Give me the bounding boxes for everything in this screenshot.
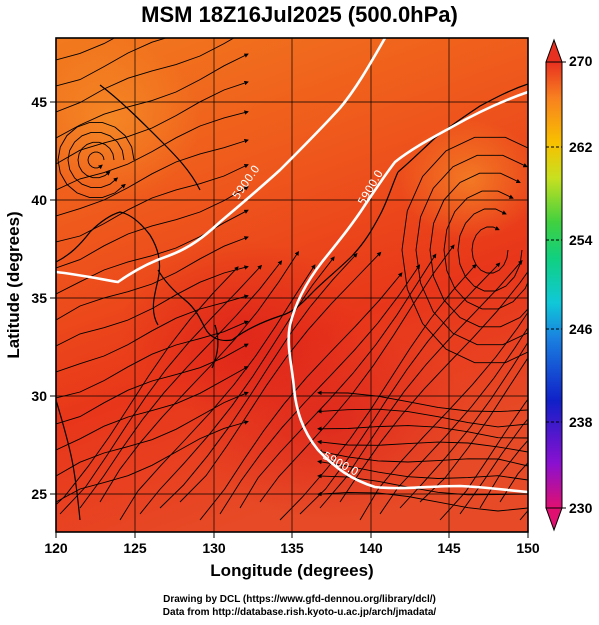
wind-streamline bbox=[457, 208, 523, 292]
wind-streamline bbox=[56, 343, 249, 425]
wind-streamline bbox=[56, 53, 249, 139]
colorbar-min-arrow bbox=[545, 507, 563, 532]
wind-streamline bbox=[429, 172, 528, 328]
y-axis bbox=[50, 101, 56, 495]
x-tick-label: 150 bbox=[516, 540, 540, 556]
wind-streamline bbox=[56, 366, 249, 451]
wind-streamline bbox=[401, 136, 528, 364]
x-tick-label: 120 bbox=[44, 540, 68, 556]
credit-dcl: Drawing by DCL (https://www.gfd-dennou.o… bbox=[163, 594, 436, 605]
wind-streamline bbox=[77, 141, 115, 179]
x-tick-label: 130 bbox=[202, 540, 226, 556]
y-tick-label: 30 bbox=[31, 388, 47, 404]
wind-streamline bbox=[56, 110, 249, 191]
colorbar-max-arrow bbox=[545, 38, 563, 63]
wind-streamline bbox=[159, 252, 358, 509]
wind-streamline bbox=[56, 236, 249, 321]
wind-streamline bbox=[443, 190, 528, 310]
wind-streamline bbox=[471, 226, 509, 274]
y-tick-label: 45 bbox=[31, 94, 47, 110]
wind-streamline bbox=[59, 264, 263, 515]
wind-streamline bbox=[279, 263, 477, 521]
wind-streamline bbox=[317, 449, 528, 467]
wind-streamline bbox=[56, 265, 249, 347]
wind-streamline bbox=[219, 264, 421, 515]
wind-streamline bbox=[317, 425, 528, 439]
wind-streamline bbox=[319, 260, 523, 509]
wind-streamline bbox=[317, 408, 528, 428]
y-tick-label: 40 bbox=[31, 192, 47, 208]
wind-streamline bbox=[79, 260, 283, 509]
wind-streamline bbox=[56, 38, 168, 87]
wind-streamline bbox=[339, 270, 528, 503]
wind-streamline bbox=[299, 262, 501, 515]
x-axis-title: Longitude (degrees) bbox=[210, 561, 373, 580]
wind-streamline bbox=[119, 264, 316, 521]
x-tick-label: 145 bbox=[437, 540, 461, 556]
wind-streamline bbox=[56, 420, 249, 503]
colorbar-label: 246 bbox=[569, 321, 593, 337]
wind-streamline bbox=[56, 391, 249, 477]
wind-streamline bbox=[317, 491, 528, 512]
wind-streamline bbox=[459, 418, 528, 515]
wind-streamline bbox=[415, 154, 528, 346]
colorbar bbox=[545, 38, 566, 532]
latlon-grid bbox=[56, 38, 528, 532]
wind-streamlines bbox=[56, 38, 528, 521]
wind-streamline bbox=[67, 131, 125, 189]
wind-streamline bbox=[419, 356, 528, 503]
wind-streamline bbox=[317, 439, 528, 453]
wind-streamline bbox=[99, 250, 299, 503]
colorbar-label: 262 bbox=[569, 139, 593, 155]
x-tick-label: 125 bbox=[123, 540, 147, 556]
wind-streamline bbox=[56, 164, 249, 243]
wind-streamline bbox=[439, 398, 528, 521]
wind-streamline bbox=[87, 151, 105, 170]
credit-data-source: Data from http://database.rish.kyoto-u.a… bbox=[162, 607, 437, 618]
colorbar-label: 254 bbox=[569, 232, 593, 248]
wind-streamline bbox=[317, 459, 528, 481]
wind-streamline bbox=[56, 80, 249, 165]
wind-streamline bbox=[56, 138, 249, 217]
x-axis bbox=[55, 532, 529, 538]
x-tick-label: 140 bbox=[359, 540, 383, 556]
y-tick-label: 35 bbox=[31, 290, 47, 306]
wind-streamline bbox=[56, 186, 249, 269]
y-axis-title: Latitude (degrees) bbox=[4, 211, 23, 358]
wind-streamline bbox=[56, 266, 239, 506]
x-tick-label: 135 bbox=[280, 540, 304, 556]
wind-streamline bbox=[399, 341, 528, 509]
contour-5900 bbox=[56, 38, 528, 494]
wind-streamline bbox=[179, 251, 382, 503]
wind-streamline bbox=[56, 38, 235, 113]
colorbar-label: 230 bbox=[569, 500, 593, 516]
wind-streamline bbox=[57, 122, 135, 198]
colorbar-label: 270 bbox=[569, 53, 593, 69]
wind-streamline bbox=[56, 294, 249, 373]
colorbar-label: 238 bbox=[569, 414, 593, 430]
wind-streamline bbox=[479, 439, 528, 509]
wind-streamline bbox=[317, 390, 528, 413]
wind-streamline bbox=[56, 320, 249, 399]
wind-streamline bbox=[56, 38, 116, 61]
wind-streamline bbox=[239, 253, 437, 509]
y-tick-label: 25 bbox=[31, 486, 47, 502]
chart-title: MSM 18Z16Jul2025 (500.0hPa) bbox=[141, 2, 458, 27]
wind-streamline bbox=[139, 256, 335, 515]
wind-streamline bbox=[379, 326, 528, 515]
